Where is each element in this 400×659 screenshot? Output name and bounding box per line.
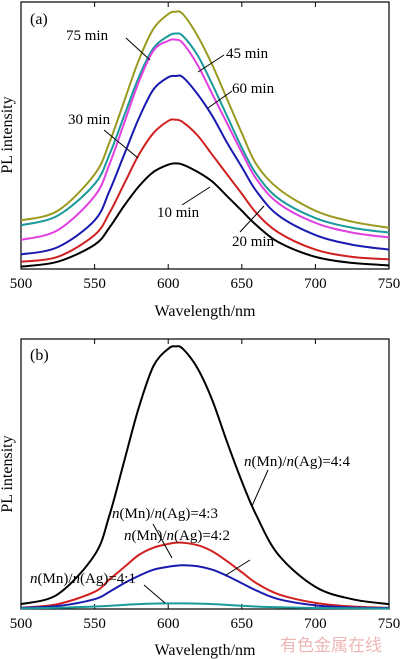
annotation-ratio-4-2: n(Mn)/n(Ag)=4:2	[124, 528, 230, 544]
panel-a-label: (a)	[30, 11, 48, 28]
panel-b-series-line-0	[20, 345, 390, 606]
annotation-75-min-leader	[125, 37, 151, 61]
annotation-ratio-4-3: n(Mn)/n(Ag)=4:3	[112, 506, 218, 522]
annotation-20-min-leader	[239, 205, 265, 233]
panel-a-series-line-2	[20, 38, 390, 241]
panel-b-series-line-2	[20, 564, 390, 610]
panel-b-x-tick-label: 500	[10, 616, 33, 632]
panel-a-x-tick-label: 650	[231, 276, 254, 292]
panel-a-x-axis-label: Wavelength/nm	[155, 303, 256, 320]
panel-a: (a) PL intensity Wavelength/nm 500 550 600…	[0, 1, 400, 320]
annotation-20-min: 20 min	[232, 234, 275, 250]
panel-b-series-line-1	[20, 541, 390, 609]
panel-a-series-line-4	[20, 118, 390, 263]
annotation-60-min: 60 min	[232, 81, 275, 97]
annotation-ratio-4-1-leader	[143, 584, 166, 604]
panel-a-x-tick-label: 550	[83, 276, 106, 292]
panel-b: (b) PL intensity Wavelength/nm 500 550 600…	[0, 338, 400, 659]
panel-a-series-line-1	[20, 32, 390, 234]
annotation-45-min-leader	[197, 54, 225, 73]
panel-b-x-tick-label: 750	[378, 616, 400, 632]
panel-b-x-axis-label: Wavelength/nm	[155, 642, 256, 659]
panel-a-series-line-0	[20, 10, 390, 229]
annotation-75-min: 75 min	[66, 28, 109, 44]
annotation-ratio-4-3-leader	[152, 523, 173, 559]
annotation-ratio-4-4: n(Mn)/n(Ag)=4:4	[244, 454, 350, 470]
annotation-30-min: 30 min	[68, 112, 111, 128]
panel-a-annotations: 75 min 45 min 60 min 30 min 10 min 20 mi…	[66, 28, 275, 250]
panel-a-series-line-3	[20, 74, 390, 256]
panel-b-label: (b)	[30, 347, 49, 364]
panel-a-y-axis-label: PL intensity	[0, 96, 16, 173]
annotation-60-min-leader	[207, 90, 233, 109]
panel-b-x-tick-label: 700	[304, 616, 327, 632]
panel-b-x-tick-label: 650	[231, 616, 254, 632]
annotation-30-min-leader	[103, 129, 139, 159]
panel-b-y-axis-label: PL intensity	[0, 435, 16, 512]
panel-b-x-tick-label: 600	[157, 616, 180, 632]
annotation-45-min: 45 min	[226, 46, 269, 62]
watermark: 有色金属在线	[280, 636, 382, 656]
panel-b-series-line-3	[20, 602, 390, 610]
panel-a-x-tick-label: 500	[10, 276, 33, 292]
annotation-10-min: 10 min	[157, 205, 200, 221]
panel-a-frame	[20, 1, 390, 270]
annotation-10-min-leader	[181, 186, 211, 206]
annotation-ratio-4-1: n(Mn)/n(Ag)=4:1	[30, 571, 136, 587]
panel-b-frame	[20, 338, 390, 610]
panel-b-x-tick-label: 550	[83, 616, 106, 632]
panel-a-x-tick-label: 600	[157, 276, 180, 292]
panel-a-x-tick-label: 700	[304, 276, 327, 292]
panel-a-x-tick-label: 750	[378, 276, 400, 292]
panel-b-annotations: n(Mn)/n(Ag)=4:4 n(Mn)/n(Ag)=4:3 n(Mn)/n(…	[30, 454, 350, 604]
annotation-ratio-4-2-leader	[225, 559, 251, 576]
panel-a-series-line-5	[20, 162, 390, 268]
annotation-ratio-4-4-leader	[251, 469, 269, 507]
